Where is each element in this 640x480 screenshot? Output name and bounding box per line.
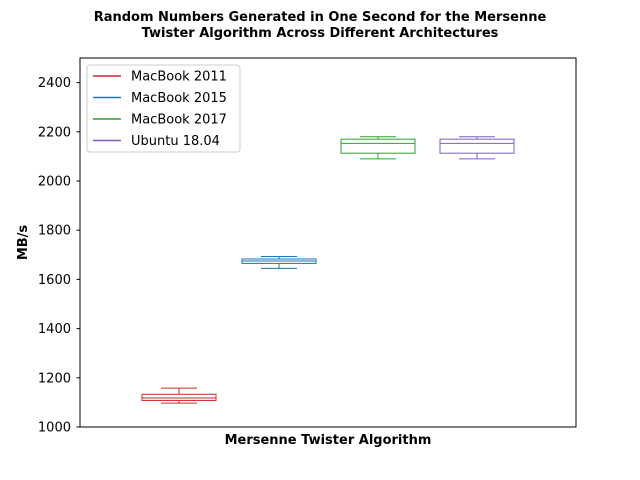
- legend-label: MacBook 2015: [131, 91, 227, 106]
- legend-item: MacBook 2017: [93, 113, 227, 128]
- iqr-box: [439, 138, 515, 154]
- box-ubuntu-18-04: [439, 136, 515, 160]
- y-axis-label: MB/s: [16, 225, 31, 261]
- x-axis-label: Mersenne Twister Algorithm: [225, 433, 432, 448]
- box-macbook-2011: [141, 387, 217, 404]
- chart-title-line-2: Twister Algorithm Across Different Archi…: [142, 26, 499, 41]
- y-axis-ticks: 1000 1200 1400 1600 1800 2000 2200 2400: [38, 76, 80, 436]
- y-tick-label: 2400: [38, 76, 71, 91]
- y-tick-label: 1000: [38, 421, 71, 436]
- chart-title-line-1: Random Numbers Generated in One Second f…: [94, 10, 547, 25]
- plot-frame: [79, 57, 577, 428]
- box-macbook-2017: [340, 136, 416, 160]
- y-tick-label: 1800: [38, 224, 71, 239]
- legend-item: MacBook 2011: [93, 70, 227, 85]
- y-tick-label: 2000: [38, 175, 71, 190]
- y-tick-label: 1200: [38, 371, 71, 386]
- boxes-group: [141, 136, 515, 404]
- y-tick-label: 2200: [38, 125, 71, 140]
- legend-item: MacBook 2015: [93, 91, 227, 106]
- legend-label: Ubuntu 18.04: [131, 134, 220, 149]
- y-tick-label: 1400: [38, 322, 71, 337]
- legend-label: MacBook 2017: [131, 113, 227, 128]
- box-macbook-2015: [241, 256, 317, 269]
- iqr-box: [340, 138, 416, 154]
- y-tick-label: 1600: [38, 273, 71, 288]
- legend-frame: [86, 64, 241, 153]
- legend: MacBook 2011 MacBook 2015 MacBook 2017 Ubun…: [86, 64, 241, 153]
- legend-label: MacBook 2011: [131, 70, 227, 85]
- legend-item: Ubuntu 18.04: [93, 134, 220, 149]
- iqr-box: [141, 393, 217, 401]
